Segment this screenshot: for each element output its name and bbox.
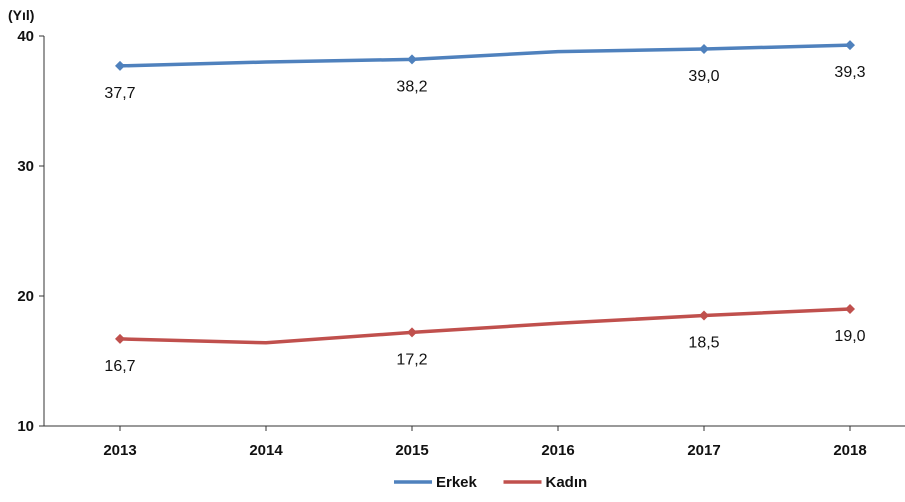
legend-label-kad-n: Kadın (546, 474, 588, 491)
legend-label-erkek: Erkek (436, 474, 478, 491)
x-tick-label: 2014 (249, 442, 283, 459)
y-tick-label: 40 (17, 28, 34, 45)
x-tick-label: 2018 (833, 442, 866, 459)
data-label-kad-n: 19,0 (834, 328, 865, 345)
legend: Erkek Kadın (394, 474, 587, 491)
y-axis-unit-label: (Yıl) (8, 7, 34, 23)
series-line-erkek (118, 43, 852, 68)
data-point-erkek (845, 40, 855, 51)
data-label-kad-n: 16,7 (104, 358, 135, 375)
y-tick-label: 20 (17, 288, 34, 305)
data-point-kad-n (407, 327, 417, 338)
x-tick-label: 2013 (103, 442, 136, 459)
data-point-kad-n (115, 333, 125, 344)
data-label-erkek: 37,7 (104, 85, 135, 102)
data-labels: 37,7 38,2 39,0 39,3 16,7 17,2 18,5 19,0 (104, 64, 865, 375)
data-label-erkek: 39,0 (688, 68, 719, 85)
data-point-erkek (115, 60, 125, 71)
data-point-erkek (407, 54, 417, 65)
y-tick-label: 30 (17, 158, 34, 175)
data-label-erkek: 39,3 (834, 64, 865, 81)
y-tick-label: 10 (17, 418, 34, 435)
series-layer (115, 40, 855, 345)
x-tick-label: 2015 (395, 442, 428, 459)
series-line-kad-n (118, 307, 852, 345)
data-point-erkek (699, 44, 709, 54)
x-tick-label: 2016 (541, 442, 574, 459)
x-tick-label: 2017 (687, 442, 720, 459)
data-label-erkek: 38,2 (396, 78, 427, 95)
data-label-kad-n: 17,2 (396, 351, 427, 368)
data-point-kad-n (845, 304, 855, 314)
x-axis-ticks: 2013 2014 2015 2016 2017 2018 (103, 426, 867, 459)
y-axis-ticks: 10 20 30 40 (17, 28, 44, 435)
data-point-kad-n (699, 310, 709, 321)
data-label-kad-n: 18,5 (688, 335, 719, 352)
